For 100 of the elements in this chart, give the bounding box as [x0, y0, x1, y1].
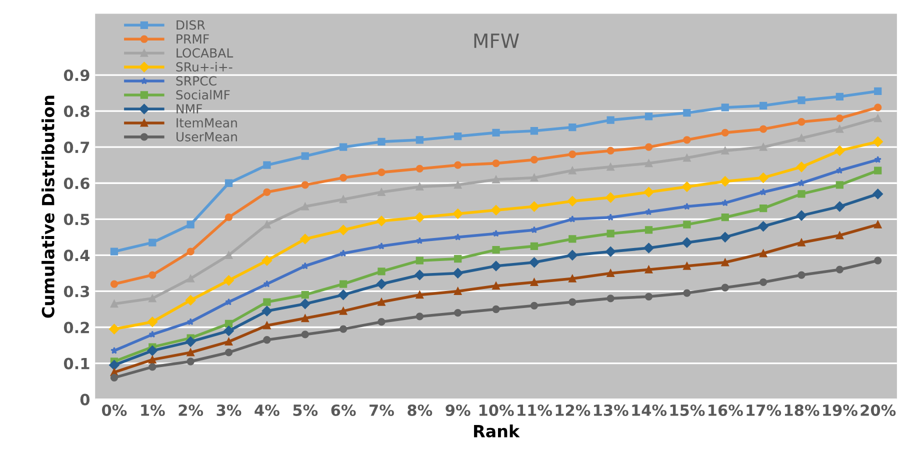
x-tick-label: 19% — [823, 404, 858, 416]
point — [530, 174, 538, 182]
point — [834, 201, 845, 212]
point — [224, 179, 233, 187]
point — [454, 181, 462, 189]
x-tick-label: 11% — [518, 404, 552, 416]
point — [414, 212, 425, 222]
point — [798, 134, 806, 142]
point — [414, 270, 425, 280]
point — [224, 320, 233, 328]
point — [262, 306, 272, 316]
point — [454, 309, 462, 317]
x-tick-label: 4% — [254, 404, 280, 416]
point — [186, 358, 194, 366]
point — [874, 256, 882, 264]
point — [376, 278, 387, 290]
y-tick-label: 0.8 — [64, 106, 90, 118]
y-tick-label: 0.5 — [64, 214, 90, 226]
point — [683, 262, 691, 270]
point — [834, 146, 845, 156]
point — [874, 87, 882, 96]
point — [836, 92, 844, 100]
legend-label: DISR — [176, 20, 206, 30]
point — [300, 234, 310, 244]
y-axis-title: Cumulative Distribution — [42, 96, 54, 318]
point — [759, 204, 768, 212]
point — [606, 269, 614, 278]
point — [759, 102, 768, 110]
point — [224, 214, 233, 222]
point — [378, 318, 386, 326]
point — [759, 143, 768, 151]
point — [225, 298, 232, 306]
point — [530, 156, 538, 164]
point — [682, 182, 692, 192]
point — [490, 260, 502, 272]
point — [798, 118, 806, 126]
point — [186, 220, 194, 228]
point — [798, 271, 806, 279]
point — [606, 116, 614, 124]
point — [721, 214, 729, 222]
x-tick-label: 7% — [370, 404, 394, 416]
point — [872, 136, 883, 147]
point — [339, 174, 348, 182]
point — [760, 188, 767, 196]
point — [147, 346, 158, 356]
point — [416, 182, 424, 191]
x-tick-label: 17% — [746, 404, 782, 416]
point — [339, 325, 348, 333]
point — [606, 163, 614, 171]
point — [224, 275, 234, 286]
point — [605, 246, 616, 257]
point — [339, 143, 348, 151]
point — [798, 190, 806, 198]
point — [836, 114, 844, 122]
point — [605, 192, 616, 203]
point — [416, 312, 424, 320]
x-tick-label: 20% — [860, 404, 896, 416]
text: MFW — [474, 34, 519, 48]
x-tick-label: 12% — [556, 404, 590, 416]
point — [263, 336, 271, 344]
x-tick-label: 10% — [479, 404, 514, 416]
x-tick-label: 8% — [408, 404, 432, 416]
point — [110, 346, 118, 354]
point — [452, 268, 463, 278]
point — [530, 242, 538, 250]
legend-label: ItemMean — [176, 118, 237, 128]
point — [644, 242, 654, 254]
point — [148, 356, 156, 364]
point — [339, 307, 348, 315]
point — [874, 166, 882, 174]
point — [568, 123, 576, 132]
x-tick-label: 2% — [178, 404, 204, 416]
point — [186, 318, 194, 326]
point — [568, 150, 576, 158]
x-tick-label: 15% — [670, 404, 705, 416]
y-tick-label: 0.2 — [64, 322, 89, 334]
point — [263, 280, 271, 288]
point — [492, 159, 500, 168]
point — [798, 238, 806, 246]
point — [644, 226, 653, 234]
x-tick-label: 6% — [331, 404, 356, 416]
point — [263, 322, 271, 330]
point — [836, 181, 844, 189]
y-tick-label: 0 — [80, 394, 90, 406]
point — [720, 176, 730, 186]
point — [301, 330, 309, 338]
point — [186, 274, 194, 282]
legend-label: SRPCC — [176, 76, 216, 86]
x-tick-label: 18% — [784, 404, 820, 416]
point — [796, 162, 807, 172]
point — [416, 236, 424, 244]
point — [872, 188, 883, 200]
point — [339, 196, 348, 204]
point — [798, 96, 806, 104]
point — [836, 125, 844, 133]
point — [110, 280, 118, 288]
point — [492, 246, 500, 254]
point — [416, 291, 424, 299]
legend-label: PRMF — [176, 34, 209, 44]
point — [836, 232, 844, 240]
